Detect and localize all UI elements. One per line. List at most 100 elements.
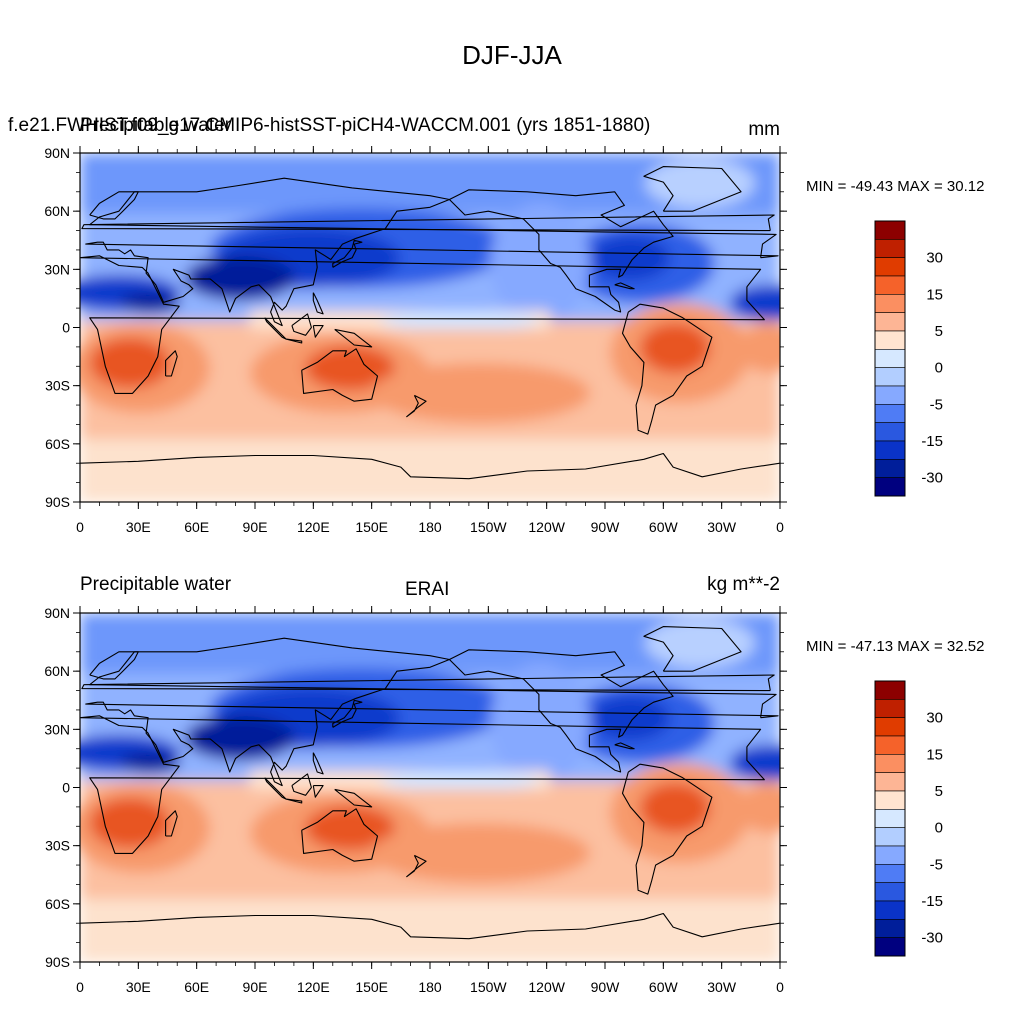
labelbar-box <box>874 477 906 497</box>
labelbar-box <box>874 385 906 405</box>
labelbar-label: -15 <box>921 433 943 450</box>
labelbar-box <box>874 239 906 258</box>
labelbar-box <box>874 937 906 957</box>
lat-label: 30S <box>45 838 70 854</box>
lon-label: 0 <box>776 519 784 535</box>
lon-label: 180 <box>418 519 442 535</box>
coastline <box>312 752 324 775</box>
coastline <box>264 317 287 340</box>
lon-label: 120E <box>297 519 330 535</box>
labelbar-label: -30 <box>921 470 943 487</box>
lon-label: 120W <box>528 979 565 995</box>
coastline <box>449 649 674 773</box>
coastline <box>264 777 287 800</box>
lat-label: 90S <box>45 494 70 510</box>
labelbar-box <box>874 699 906 718</box>
lon-label: 30W <box>707 519 737 535</box>
panel2-coastlines <box>80 626 780 940</box>
coastline <box>312 292 324 315</box>
coastline <box>614 282 635 290</box>
labelbar-box <box>874 680 906 700</box>
labelbar-box <box>874 790 906 810</box>
lon-label: 90W <box>591 519 621 535</box>
lon-label: 0 <box>76 979 84 995</box>
lat-label: 90N <box>44 605 70 621</box>
lat-label: 60S <box>45 436 70 452</box>
labelbar-box <box>874 772 906 792</box>
labelbar-box <box>874 330 906 350</box>
coastline <box>643 166 742 212</box>
labelbar-box <box>874 827 906 847</box>
panel2-center-string: ERAI <box>405 579 450 600</box>
coastline <box>301 348 379 402</box>
coastline <box>85 637 779 787</box>
coastline <box>312 325 324 338</box>
lat-label: 30N <box>44 261 70 277</box>
labelbar-box <box>874 404 906 423</box>
labelbar-box <box>874 459 906 478</box>
labelbar-box <box>874 754 906 773</box>
labelbar-box <box>874 900 906 920</box>
lon-label: 60W <box>649 979 679 995</box>
labelbar-label: 15 <box>926 746 943 763</box>
lat-label: 30N <box>44 721 70 737</box>
coastline <box>285 338 303 344</box>
labelbar-box <box>874 422 906 442</box>
labelbar-box <box>874 809 906 828</box>
lat-label: 0 <box>62 320 70 336</box>
labelbar-label: -5 <box>930 396 943 413</box>
coastline <box>621 303 713 435</box>
panel1-labelbar: 30 15 5 0 -5 -15 -30 <box>874 220 943 497</box>
panel2-left-string: Precipitable water <box>80 574 232 595</box>
lat-label: 90S <box>45 954 70 970</box>
coastline <box>332 699 363 728</box>
coastline <box>89 191 139 220</box>
coastline <box>332 239 363 268</box>
lon-label: 60E <box>184 519 209 535</box>
lon-label: 150W <box>470 519 507 535</box>
coastline <box>643 626 742 672</box>
labelbar-label: -5 <box>930 856 943 873</box>
panel1-center-string: f.e21.FWHIST.f09_g17.CMIP6-histSST-piCH4… <box>8 115 651 136</box>
coastline <box>285 798 303 804</box>
coastline <box>334 788 373 808</box>
labelbar-box <box>874 367 906 387</box>
panel2-min-max: MIN = -47.13 MAX = 32.52 <box>806 638 985 655</box>
coastline <box>85 177 779 327</box>
labelbar-box <box>874 257 906 277</box>
coastline <box>301 808 379 862</box>
labelbar-label: 0 <box>935 820 943 837</box>
lat-label: 0 <box>62 780 70 796</box>
labelbar-box <box>874 919 906 938</box>
coastline <box>80 452 780 480</box>
labelbar-box <box>874 275 906 295</box>
lon-label: 30E <box>126 979 151 995</box>
panel2-units: kg m**-2 <box>707 574 780 595</box>
labelbar-box <box>874 440 906 460</box>
labelbar-frame <box>874 680 906 957</box>
lon-label: 0 <box>76 519 84 535</box>
labelbar-box <box>874 220 906 240</box>
panel2-map: 90N 60N 30N 0 30S 60S 90S 0 30E 60E 90E 120E 150E 180… <box>44 605 787 995</box>
lon-label: 0 <box>776 979 784 995</box>
lon-label: 60E <box>184 979 209 995</box>
coastline <box>80 715 765 854</box>
coastline <box>621 763 713 895</box>
labelbar-box <box>874 312 906 332</box>
lon-label: 30E <box>126 519 151 535</box>
coastline <box>312 785 324 798</box>
coastline <box>80 255 765 394</box>
coastline <box>614 742 635 750</box>
labelbar-box <box>874 294 906 313</box>
lon-label: 120W <box>528 519 565 535</box>
panel1-left-string: Precipitable water <box>80 115 232 136</box>
lon-label: 180 <box>418 979 442 995</box>
figure-title: DJF-JJA <box>462 40 562 70</box>
coastline <box>80 912 780 940</box>
coastline <box>81 674 775 692</box>
labelbar-box <box>874 349 906 368</box>
labelbar-box <box>874 845 906 865</box>
lon-label: 150E <box>355 979 388 995</box>
coastline <box>449 189 674 313</box>
lon-label: 120E <box>297 979 330 995</box>
